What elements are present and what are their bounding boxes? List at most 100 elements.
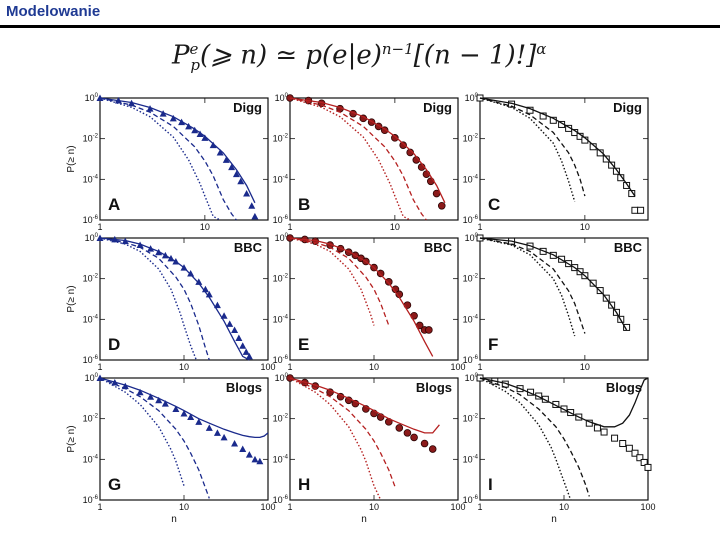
panel-b-data-point [391,134,399,142]
panel-h-xlabel: n [361,514,367,525]
panel-i-dotted-curve [479,377,572,501]
panel-h-ytick-label: 10-2 [273,414,289,424]
panel-h-data-point [420,439,429,448]
panel-a-data-point [216,148,224,156]
panel-a-letter: A [108,195,120,214]
formula-p: P [172,40,190,71]
panel-g-data-point [213,429,221,436]
panel-d-ytick-label: 10-4 [83,314,99,324]
panel-d-xtick-label: 1 [97,362,102,372]
panel-h-xtick-label: 10 [369,502,379,512]
panel-a-model-curve [99,97,256,204]
panel-i-data-point [611,434,619,442]
panel-d-data-point [242,348,250,355]
slide-title: Modelowanie [6,3,101,20]
panel-i-xtick-label: 1 [477,502,482,512]
panel-g-data-point [136,388,144,396]
panel-a-data-point [159,110,167,117]
panel-g-ytick-label: 100 [85,373,99,383]
panel-a-xtick-label: 1 [97,222,102,232]
panel-e-ytick-label: 10-6 [273,355,289,365]
panel-g-data-point [231,440,239,447]
panel-a-data-point [169,114,177,122]
panel-g-site-label: Blogs [226,380,262,395]
title-rule [0,25,720,28]
panel-g-data-point [180,409,188,417]
panel-d-ytick-label: 100 [85,233,99,243]
formula-alpha: α [536,40,547,58]
panel-d-xtick-label: 100 [260,362,275,372]
panel-d-data-point [195,278,203,285]
panel-i-data-point [644,463,652,471]
panel-d-model-curve [99,237,250,361]
panel-a-frame [99,97,269,221]
panel-a-ytick-label: 10-4 [83,174,99,184]
panel-c-xtick-label: 1 [477,222,482,232]
panel-d-dashed-curve [99,237,210,361]
panel-f-xtick-label: 1 [477,362,482,372]
panel-e-letter: E [298,335,309,354]
panel-g-data-point [147,393,155,400]
panel-a-dotted-curve [99,97,221,221]
panel-d-dotted-curve [99,237,197,361]
panel-b-model-curve [289,97,446,204]
panel-d-xtick-label: 10 [179,362,189,372]
panel-i-data-point [640,458,648,466]
panel-a-data-point [228,163,236,171]
panel-e-ytick-label: 100 [275,233,289,243]
panel-i-data-point [636,454,644,462]
panel-g-data-point [251,455,259,463]
panel-a-data-point [232,170,240,178]
panel-g-dotted-curve [99,377,185,487]
panel-i-data-point [625,444,633,452]
panel-a-xtick-label: 10 [200,222,210,232]
panel-e-data-point [425,326,433,334]
panel-e-model-curve [289,237,434,357]
panel-d-data-point [231,326,239,333]
panel-d-frame [99,237,269,361]
formula: Pep(⩾ n) ≃ p(e|e)n−1[(n − 1)!]α [172,40,546,74]
panel-g-xlabel: n [171,514,177,525]
panel-g-data-point [161,400,169,407]
panel-g-data-point [155,396,163,404]
panel-c-model-curve [479,97,636,197]
panel-c-ytick-label: 10-6 [463,215,479,225]
panel-i-letter: I [488,475,493,494]
panel-g-xtick-label: 100 [260,502,275,512]
panel-e-xtick-label: 10 [369,362,379,372]
panel-b-ytick-label: 10-6 [273,215,289,225]
panel-d-data-point [239,342,247,349]
panel-a-data-point [251,212,259,220]
formula-bracket: [(n − 1)!] [413,40,537,71]
panel-d-ytick-label: 10-2 [83,274,99,284]
panel-a-data-point [222,156,230,163]
panel-b-letter: B [298,195,310,214]
panel-i-model-curve [479,377,649,428]
panel-d-data-point [226,320,234,327]
panel-h-data-point [428,445,437,453]
panel-e-xtick-label: 100 [450,362,465,372]
panel-g-data-point [256,457,264,465]
panel-g-ytick-label: 10-2 [83,414,99,424]
panel-f-ytick-label: 10-4 [463,314,479,324]
panel-f-data-point [623,323,631,331]
panel-c-data-point [637,206,645,214]
panel-b-ytick-label: 10-4 [273,174,289,184]
panel-g-xtick-label: 10 [179,502,189,512]
panel-h-model-curve [289,377,440,434]
panel-h-ytick-label: 100 [275,373,289,383]
panel-h-data-point [395,424,404,432]
panel-g-data-point [220,433,228,441]
panel-b-dashed-curve [289,97,427,221]
panel-d-data-point [136,241,144,249]
panel-e-dashed-curve [289,237,390,326]
panel-i-data-point [619,440,627,448]
panel-b-site-label: Digg [423,100,452,115]
panel-e-data-point [384,278,393,286]
panel-c-dotted-curve [479,97,576,202]
panel-i-xlabel: n [551,514,557,525]
panel-e-ytick-label: 10-4 [273,314,289,324]
panel-a-data-point [209,141,217,149]
panel-f-ytick-label: 10-6 [463,355,479,365]
panel-a-data-point [191,126,199,134]
